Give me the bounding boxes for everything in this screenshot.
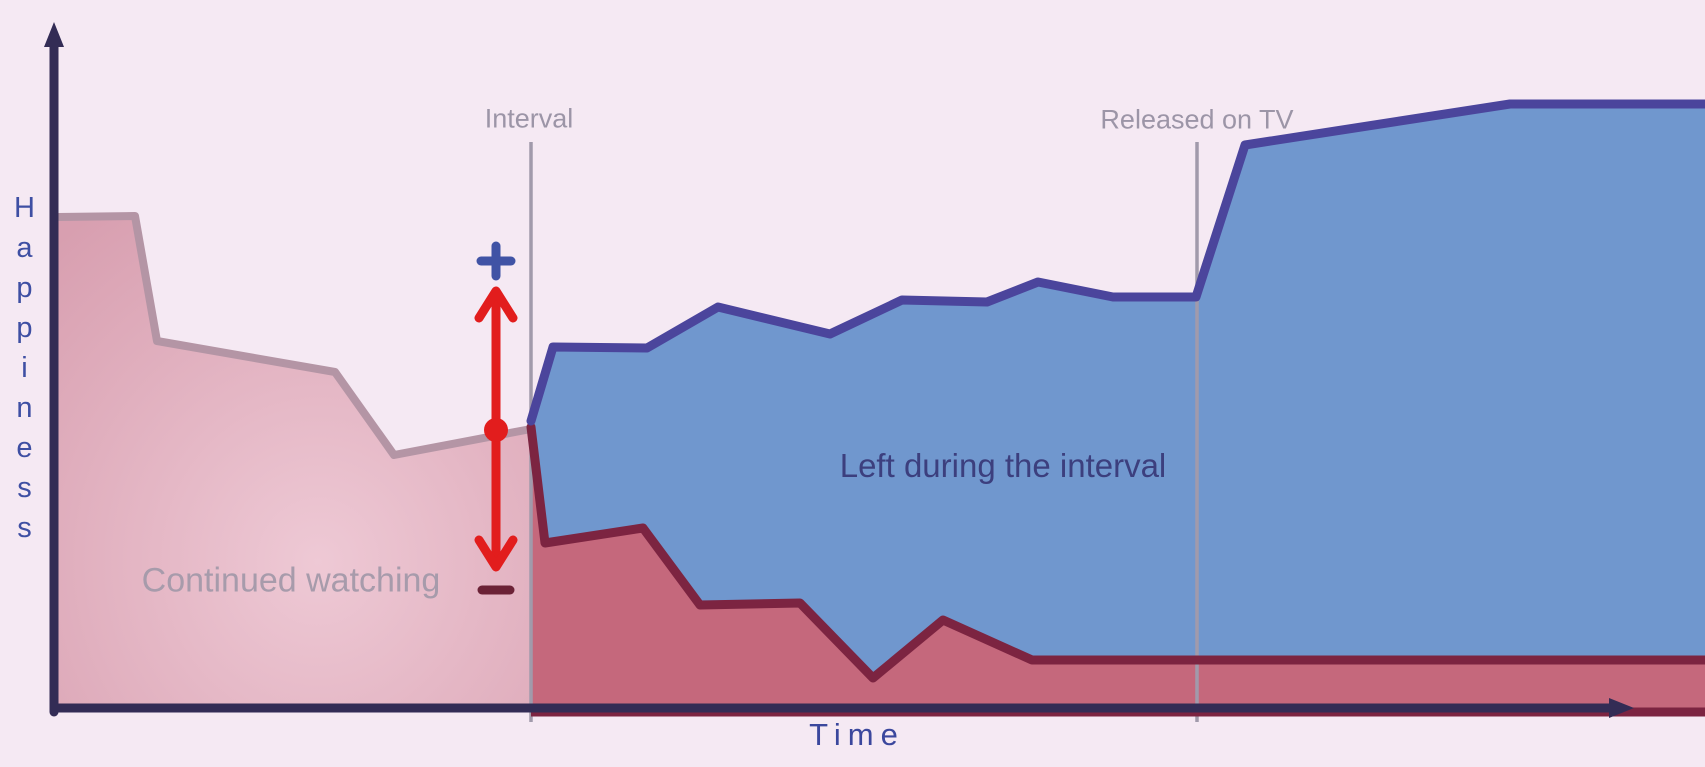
x-axis-label: Time (809, 717, 905, 752)
gap-arrow-down-head-icon (474, 535, 518, 572)
blue-area-label: Left during the interval (839, 447, 1167, 484)
y-axis-arrowhead-icon (44, 22, 64, 47)
plus-icon (476, 241, 516, 281)
released-on-tv-label: Released on TV (1100, 104, 1294, 135)
interval-label: Interval (484, 103, 574, 134)
rose-area-fill (531, 427, 1705, 712)
pink-area-border (54, 212, 535, 459)
pink-area-fill (58, 216, 531, 710)
happiness-gap-arrow (474, 286, 518, 572)
rose-area-border (526, 422, 1705, 683)
x-axis-arrowhead-icon (1609, 698, 1634, 718)
pink-area-label: Continued watching (141, 561, 441, 600)
gap-arrow-midpoint-dot (484, 418, 508, 442)
gap-arrow-up-head-icon (474, 286, 518, 323)
y-axis-label: Happiness (8, 192, 41, 552)
blue-area-fill (531, 104, 1705, 678)
blue-area-border (526, 99, 1705, 426)
